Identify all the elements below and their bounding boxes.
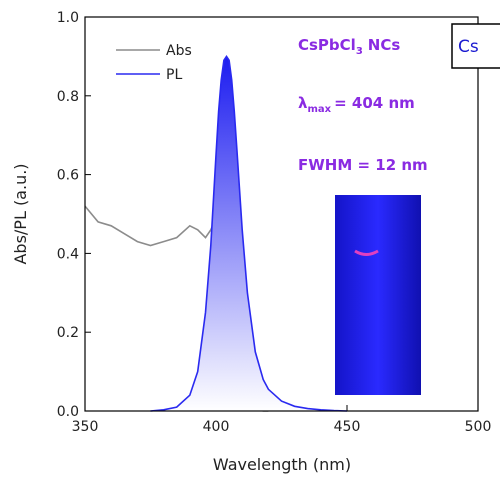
annotation-text: NCs xyxy=(368,36,401,54)
x-tick-label: 500 xyxy=(465,419,492,435)
cut-box-text: Cs xyxy=(458,37,479,57)
legend-label: Abs xyxy=(166,43,192,59)
cut-box xyxy=(451,23,500,69)
annotation-sub: 3 xyxy=(356,46,363,57)
annotation-text: λ xyxy=(298,94,308,112)
y-tick-label: 1.0 xyxy=(57,10,79,26)
x-tick-label: 450 xyxy=(334,419,361,435)
annotation-text: CsPbCl xyxy=(298,36,356,54)
annotation-sub: max xyxy=(308,104,332,115)
area xyxy=(150,56,347,412)
inset-photo xyxy=(335,195,421,395)
line xyxy=(150,54,348,412)
plot-frame xyxy=(84,16,479,412)
annotation: FWHM = 12 nm xyxy=(298,156,428,174)
plot-area: 0.0 0.2 0.4 0.6 0.8 1.0 350 400 450 500 Abs PL xyxy=(57,10,492,435)
y-tick-label: 0.4 xyxy=(57,246,79,262)
y-axis-label: Abs/PL (a.u.) xyxy=(11,163,30,264)
y-tick-label: 0.6 xyxy=(57,168,79,184)
x-axis-label: Wavelength (nm) xyxy=(213,455,351,474)
y-tick-label: 0.8 xyxy=(57,89,79,105)
y-tick-label: 0.0 xyxy=(57,404,79,420)
inset-detail xyxy=(354,249,379,256)
x-tick-label: 350 xyxy=(72,419,99,435)
annotation: CsPbCl3 NCs xyxy=(298,36,400,57)
annotation-text: = 404 nm xyxy=(334,94,415,112)
x-tick-label: 400 xyxy=(203,419,230,435)
y-tick-label: 0.2 xyxy=(57,325,79,341)
legend-label: PL xyxy=(166,67,182,83)
annotation: λmax = 404 nm xyxy=(298,94,415,115)
